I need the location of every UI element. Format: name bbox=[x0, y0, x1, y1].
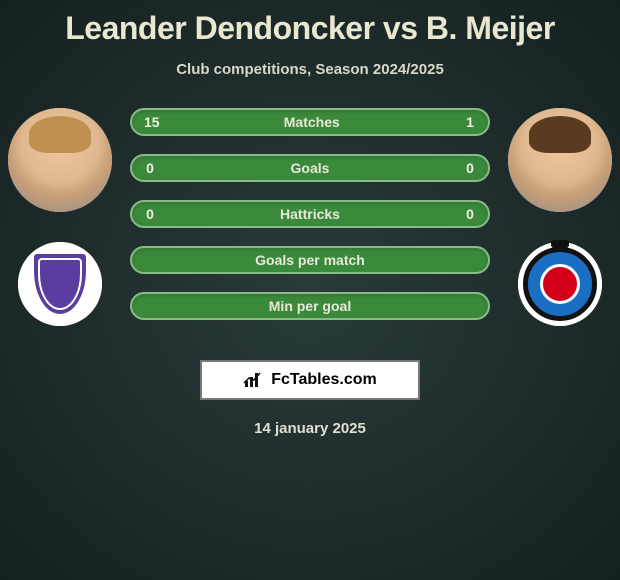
stat-label: Matches bbox=[172, 114, 452, 130]
stat-row-goals: 0 Goals 0 bbox=[130, 154, 490, 182]
stat-label: Min per goal bbox=[168, 298, 452, 314]
brand-watermark: FcTables.com bbox=[200, 360, 420, 400]
club-left-crest bbox=[18, 242, 102, 326]
brand-text: FcTables.com bbox=[271, 371, 377, 389]
stat-label: Hattricks bbox=[168, 206, 452, 222]
club-right-crest bbox=[518, 242, 602, 326]
stat-row-matches: 15 Matches 1 bbox=[130, 108, 490, 136]
stat-right-value: 0 bbox=[452, 206, 488, 222]
stat-row-goals-per-match: Goals per match bbox=[130, 246, 490, 274]
face-placeholder-icon bbox=[508, 108, 612, 212]
season-subtitle: Club competitions, Season 2024/2025 bbox=[0, 61, 620, 78]
club-brugge-crest-icon bbox=[518, 242, 602, 326]
snapshot-date: 14 january 2025 bbox=[0, 420, 620, 437]
stat-left-value: 0 bbox=[132, 160, 168, 176]
stat-row-min-per-goal: Min per goal bbox=[130, 292, 490, 320]
page-title: Leander Dendoncker vs B. Meijer bbox=[0, 0, 620, 47]
stat-label: Goals bbox=[168, 160, 452, 176]
anderlecht-crest-icon bbox=[18, 242, 102, 326]
bar-chart-icon bbox=[243, 371, 265, 389]
stat-rows: 15 Matches 1 0 Goals 0 0 Hattricks 0 Goa… bbox=[130, 108, 490, 338]
stat-left-value: 15 bbox=[132, 114, 172, 130]
stat-row-hattricks: 0 Hattricks 0 bbox=[130, 200, 490, 228]
stat-left-value: 0 bbox=[132, 206, 168, 222]
face-placeholder-icon bbox=[8, 108, 112, 212]
player-left-photo bbox=[8, 108, 112, 212]
stat-label: Goals per match bbox=[168, 252, 452, 268]
player-right-photo bbox=[508, 108, 612, 212]
stat-right-value: 1 bbox=[452, 114, 488, 130]
comparison-area: 15 Matches 1 0 Goals 0 0 Hattricks 0 Goa… bbox=[0, 108, 620, 348]
stat-right-value: 0 bbox=[452, 160, 488, 176]
